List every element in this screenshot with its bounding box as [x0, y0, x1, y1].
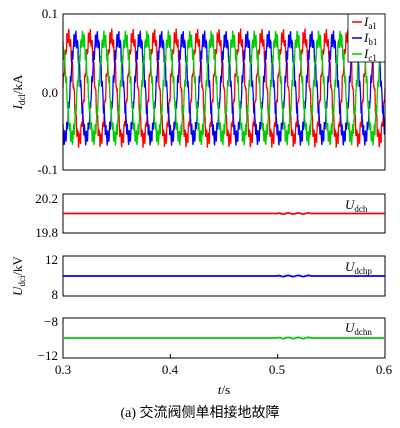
- voltage-ylabel: Udci/kV: [10, 255, 27, 296]
- legend-label-ic1: Ic1: [363, 46, 377, 63]
- ytick-dch-1: 19.8: [35, 225, 58, 240]
- series-line-a1: [62, 28, 386, 148]
- ytick-top-0: 0.1: [42, 6, 58, 21]
- ytick-top-2: -0.1: [37, 162, 58, 177]
- ytick-dchn-0: −8: [44, 314, 58, 329]
- dch-panel: 20.2 19.8 Udch: [35, 191, 386, 240]
- ytick-dchp-0: 12: [45, 252, 58, 267]
- series-line-udchn: [63, 336, 385, 340]
- series-line-ia1: [62, 28, 386, 148]
- ytick-dch-0: 20.2: [35, 191, 58, 206]
- ytick-top-1: 0.0: [42, 85, 58, 100]
- xtick-3: 0.6: [376, 362, 393, 377]
- series-line-udch: [63, 211, 385, 216]
- label-udchn: Udchn: [345, 320, 372, 337]
- legend-label-ib1: Ib1: [363, 30, 377, 47]
- series-line-ic1: [62, 29, 386, 146]
- top-plot-frame: [62, 13, 386, 171]
- legend: Ia1 Ib1 Ic1: [347, 13, 386, 63]
- series-line-ib1: [62, 30, 386, 146]
- series-line-b1: [62, 30, 386, 146]
- x-axis-label: t/s: [218, 382, 230, 397]
- series-line-udchp: [63, 274, 385, 278]
- top-panel: 0.1 0.0 -0.1 Idcl/kA Ia1 Ib1 Ic1: [10, 6, 386, 177]
- top-ylabel: Idcl/kA: [10, 74, 27, 110]
- label-udchp: Udchp: [345, 259, 372, 276]
- legend-label-ia1: Ia1: [363, 14, 377, 31]
- label-udch: Udch: [345, 197, 368, 214]
- xtick-2: 0.5: [269, 362, 285, 377]
- series-line-c1: [62, 29, 386, 146]
- dchp-panel: 12 8 Udchp: [45, 252, 386, 302]
- xtick-1: 0.4: [162, 362, 179, 377]
- dchn-panel: −8 −12 Udchn: [38, 314, 386, 363]
- ytick-dchp-1: 8: [52, 287, 59, 302]
- xtick-0: 0.3: [55, 362, 71, 377]
- ytick-dchn-1: −12: [38, 348, 58, 363]
- x-axis-ticks: [62, 354, 386, 358]
- figure-caption: (a) 交流阀侧单相接地故障: [120, 404, 279, 421]
